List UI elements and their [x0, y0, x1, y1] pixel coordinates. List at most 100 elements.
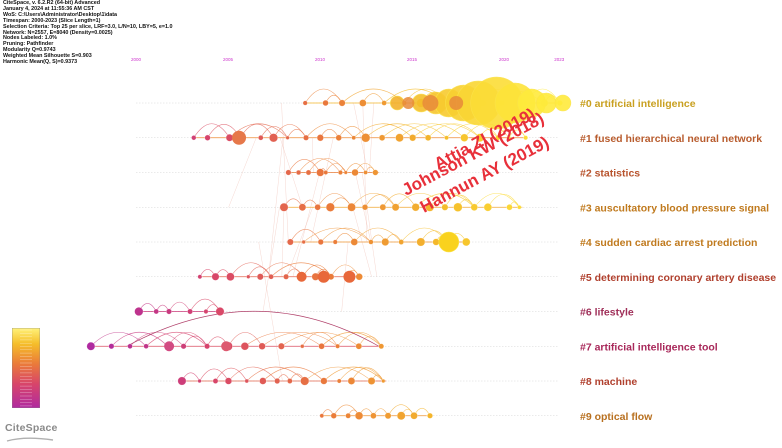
reference-node[interactable]	[343, 170, 348, 175]
reference-node[interactable]	[453, 202, 463, 212]
reference-node[interactable]	[425, 202, 435, 212]
reference-node[interactable]	[402, 97, 415, 109]
reference-node[interactable]	[177, 376, 187, 386]
reference-node[interactable]	[166, 308, 172, 315]
reference-node[interactable]	[203, 309, 209, 314]
reference-node[interactable]	[224, 377, 233, 385]
cluster-label-9[interactable]: #9 optical flow	[580, 411, 653, 423]
highlighted-reference-node[interactable]	[554, 94, 572, 112]
reference-node[interactable]	[316, 134, 324, 142]
cluster-label-6[interactable]: #6 lifestyle	[580, 307, 634, 319]
cluster-label-0[interactable]: #0 artificial intelligence	[580, 98, 696, 110]
reference-node[interactable]	[204, 343, 210, 350]
reference-node[interactable]	[180, 343, 187, 350]
reference-node[interactable]	[384, 412, 392, 420]
reference-node[interactable]	[363, 170, 368, 175]
reference-node[interactable]	[300, 376, 310, 386]
reference-node[interactable]	[351, 135, 356, 140]
reference-node[interactable]	[316, 168, 325, 177]
reference-node[interactable]	[410, 412, 418, 420]
highlighted-reference-node[interactable]	[232, 130, 247, 145]
reference-node[interactable]	[462, 237, 471, 247]
reference-node[interactable]	[211, 272, 220, 281]
reference-node[interactable]	[523, 135, 528, 141]
reference-node[interactable]	[197, 274, 203, 280]
reference-node[interactable]	[268, 274, 274, 280]
reference-node[interactable]	[298, 203, 307, 211]
reference-node[interactable]	[335, 134, 342, 141]
reference-node[interactable]	[212, 378, 219, 384]
cluster-label-3[interactable]: #3 auscultatory blood pressure signal	[580, 202, 769, 214]
reference-node[interactable]	[345, 412, 351, 419]
reference-node[interactable]	[367, 377, 376, 385]
cluster-label-2[interactable]: #2 statistics	[580, 168, 640, 180]
reference-node[interactable]	[361, 204, 369, 211]
highlighted-reference-node[interactable]	[343, 270, 356, 283]
reference-node[interactable]	[507, 135, 512, 140]
reference-node[interactable]	[372, 169, 379, 176]
reference-node[interactable]	[317, 239, 324, 245]
reference-node[interactable]	[287, 378, 293, 384]
reference-node[interactable]	[296, 169, 302, 176]
reference-node[interactable]	[355, 273, 363, 281]
reference-node[interactable]	[301, 239, 306, 245]
reference-node[interactable]	[285, 169, 292, 176]
highlighted-reference-node[interactable]	[536, 92, 557, 114]
reference-node[interactable]	[318, 343, 325, 350]
reference-node[interactable]	[187, 308, 193, 315]
reference-node[interactable]	[259, 377, 267, 385]
reference-node[interactable]	[283, 273, 289, 280]
reference-node[interactable]	[204, 134, 211, 141]
reference-node[interactable]	[287, 238, 294, 246]
highlighted-reference-node[interactable]	[164, 341, 175, 352]
reference-node[interactable]	[354, 411, 364, 420]
reference-node[interactable]	[335, 343, 340, 349]
reference-node[interactable]	[86, 341, 96, 351]
reference-node[interactable]	[226, 272, 235, 281]
highlighted-reference-node[interactable]	[317, 270, 330, 283]
reference-node[interactable]	[381, 379, 386, 383]
reference-node[interactable]	[449, 96, 464, 110]
reference-node[interactable]	[470, 203, 478, 211]
reference-node[interactable]	[279, 202, 289, 212]
reference-node[interactable]	[240, 342, 249, 351]
reference-node[interactable]	[215, 307, 225, 316]
reference-node[interactable]	[381, 238, 390, 246]
reference-node[interactable]	[432, 238, 440, 246]
highlighted-reference-node[interactable]	[296, 271, 307, 282]
highlighted-reference-node[interactable]	[438, 231, 460, 253]
reference-node[interactable]	[325, 202, 335, 212]
reference-node[interactable]	[347, 202, 356, 212]
reference-node[interactable]	[391, 203, 400, 212]
cluster-label-1[interactable]: #1 fused hierarchical neural network	[580, 133, 762, 145]
cluster-label-5[interactable]: #5 determining coronary artery disease	[580, 272, 776, 284]
reference-node[interactable]	[320, 377, 328, 385]
reference-node[interactable]	[305, 169, 312, 176]
reference-node[interactable]	[347, 377, 356, 385]
reference-node[interactable]	[495, 135, 501, 141]
cluster-label-8[interactable]: #8 machine	[580, 376, 637, 388]
reference-node[interactable]	[322, 99, 329, 107]
reference-node[interactable]	[274, 378, 281, 384]
reference-node[interactable]	[378, 134, 386, 141]
reference-node[interactable]	[336, 378, 342, 384]
reference-node[interactable]	[108, 343, 115, 350]
reference-node[interactable]	[395, 133, 404, 142]
reference-node[interactable]	[244, 378, 249, 384]
reference-node[interactable]	[422, 95, 439, 111]
reference-node[interactable]	[379, 204, 387, 211]
reference-node[interactable]	[258, 342, 266, 350]
reference-node[interactable]	[350, 238, 358, 246]
reference-node[interactable]	[409, 134, 417, 142]
reference-node[interactable]	[302, 100, 308, 106]
reference-node[interactable]	[396, 411, 406, 421]
reference-node[interactable]	[368, 239, 374, 245]
reference-node[interactable]	[370, 412, 377, 419]
reference-node[interactable]	[332, 239, 338, 245]
reference-node[interactable]	[134, 307, 144, 316]
reference-node[interactable]	[338, 170, 343, 175]
reference-node[interactable]	[314, 204, 321, 211]
reference-node[interactable]	[285, 135, 290, 140]
reference-node[interactable]	[153, 308, 159, 315]
reference-node[interactable]	[127, 343, 133, 349]
